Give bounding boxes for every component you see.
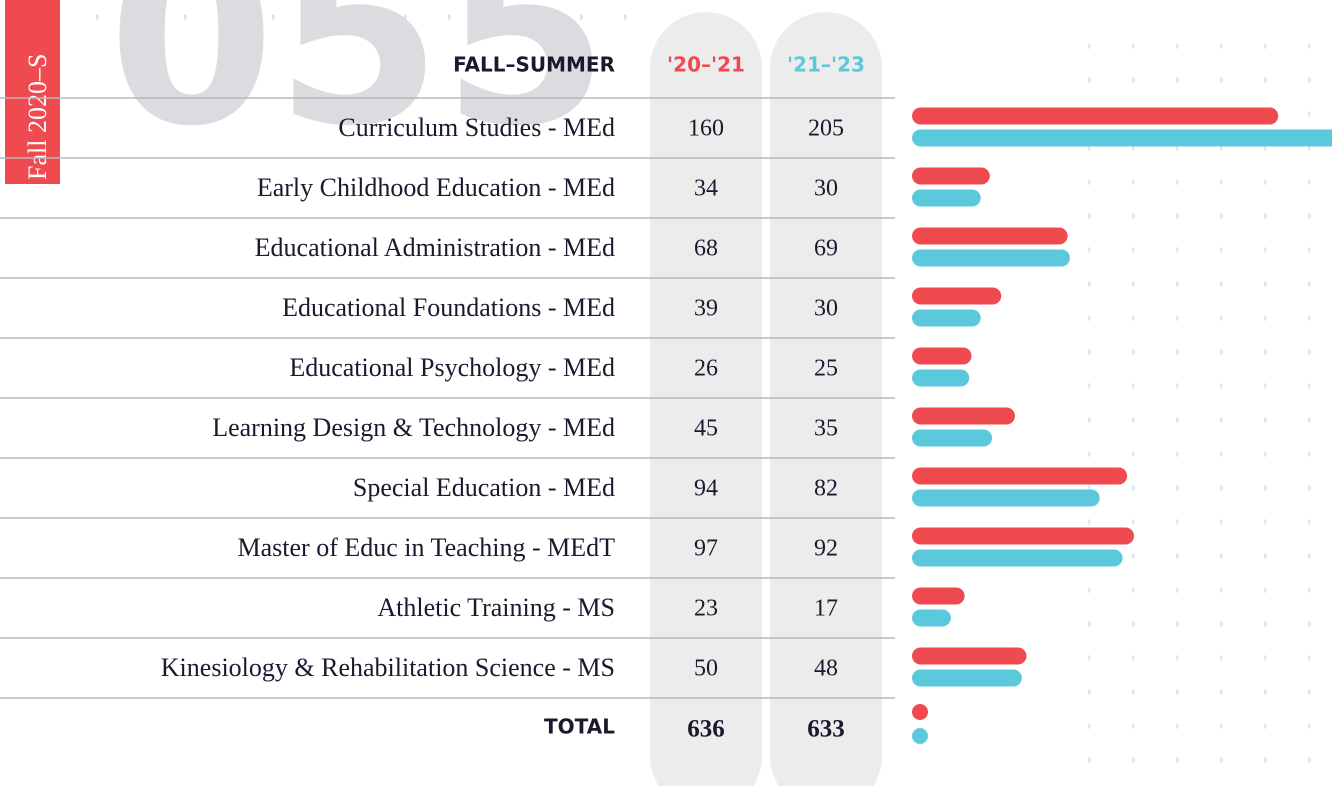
column-pill (650, 12, 762, 786)
bar (912, 647, 1027, 665)
column-header: FALL–SUMMER (453, 53, 615, 77)
row-label: Athletic Training - MS (377, 593, 615, 622)
bar (912, 167, 990, 185)
cell-value: 34 (694, 176, 718, 202)
column-pill (770, 12, 882, 786)
chart-layer: '20–'21 '21–'23 Curriculum Studies - MEd 16… (0, 53, 1332, 744)
bar (912, 107, 1279, 125)
total-dot (912, 728, 928, 744)
cell-value: 69 (814, 236, 838, 262)
bar (912, 129, 1332, 147)
cell-value: 94 (694, 476, 718, 502)
row-label: Educational Administration - MEd (255, 233, 615, 262)
bar (912, 407, 1015, 425)
cell-value: 160 (688, 116, 724, 142)
cell-value: 50 (694, 656, 718, 682)
cell-value: 68 (694, 236, 718, 262)
bar (912, 467, 1128, 485)
side-tab (5, 0, 60, 184)
cell-value: 23 (694, 596, 718, 622)
bar (912, 227, 1068, 245)
row-label: Kinesiology & Rehabilitation Science - M… (161, 653, 615, 682)
cell-value: 26 (694, 356, 718, 382)
row-label: Learning Design & Technology - MEd (212, 413, 615, 442)
side-label: Fall 2020–S (23, 54, 52, 180)
row-label: Curriculum Studies - MEd (338, 113, 615, 142)
total-value: 636 (687, 716, 725, 743)
series-header: '21–'23 (787, 53, 865, 77)
cell-value: 39 (694, 296, 718, 322)
cell-value: 92 (814, 536, 838, 562)
series-header: '20–'21 (667, 53, 745, 77)
total-dot (912, 704, 928, 720)
cell-value: 17 (814, 596, 838, 622)
bar (912, 429, 993, 447)
cell-value: 45 (694, 416, 718, 442)
bar (912, 287, 1002, 305)
bar (912, 669, 1022, 687)
cell-value: 48 (814, 656, 838, 682)
cell-value: 30 (814, 176, 838, 202)
bar (912, 309, 981, 327)
bar (912, 369, 970, 387)
bar (912, 587, 965, 605)
total-value: 633 (807, 716, 845, 743)
cell-value: 97 (694, 536, 718, 562)
row-label: Master of Educ in Teaching - MEdT (238, 533, 616, 562)
cell-value: 82 (814, 476, 838, 502)
cell-value: 25 (814, 356, 838, 382)
bar (912, 489, 1100, 507)
dot-pattern (0, 0, 660, 30)
dot-pattern (1080, 30, 1320, 780)
bar (912, 549, 1123, 567)
cell-value: 35 (814, 416, 838, 442)
row-label: Special Education - MEd (353, 473, 615, 502)
bar (912, 609, 951, 627)
bar (912, 249, 1070, 267)
row-label: Educational Psychology - MEd (289, 353, 615, 382)
total-label: TOTAL (544, 715, 615, 739)
row-label: Early Childhood Education - MEd (257, 173, 615, 202)
cell-value: 205 (808, 116, 844, 142)
watermark: 055 (108, 0, 609, 179)
cell-value: 30 (814, 296, 838, 322)
bar (912, 527, 1135, 545)
bar (912, 347, 972, 365)
bar (912, 189, 981, 207)
row-label: Educational Foundations - MEd (282, 293, 615, 322)
